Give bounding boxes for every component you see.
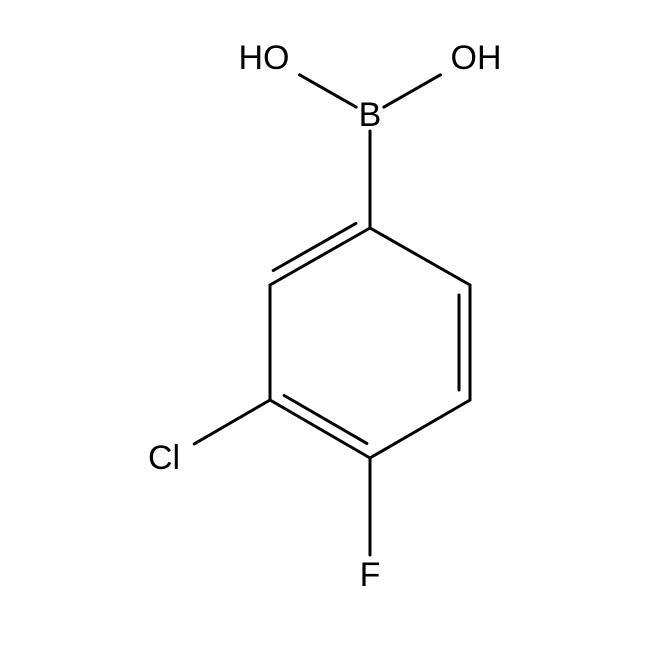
- atom-label-ho: HO: [239, 41, 290, 75]
- bond: [194, 400, 270, 444]
- bond-layer: [0, 0, 650, 650]
- bond: [270, 400, 370, 458]
- atom-label-b: B: [359, 98, 382, 132]
- bond: [270, 228, 370, 285]
- molecule-canvas: B HO OH Cl F: [0, 0, 650, 650]
- atom-label-f: F: [360, 558, 381, 592]
- bond: [370, 228, 470, 285]
- bond: [284, 396, 367, 444]
- atom-label-cl: Cl: [148, 441, 180, 475]
- bond: [273, 223, 356, 270]
- bond: [370, 400, 470, 458]
- atom-label-oh: OH: [451, 41, 502, 75]
- bond: [384, 75, 441, 107]
- bond: [300, 75, 357, 107]
